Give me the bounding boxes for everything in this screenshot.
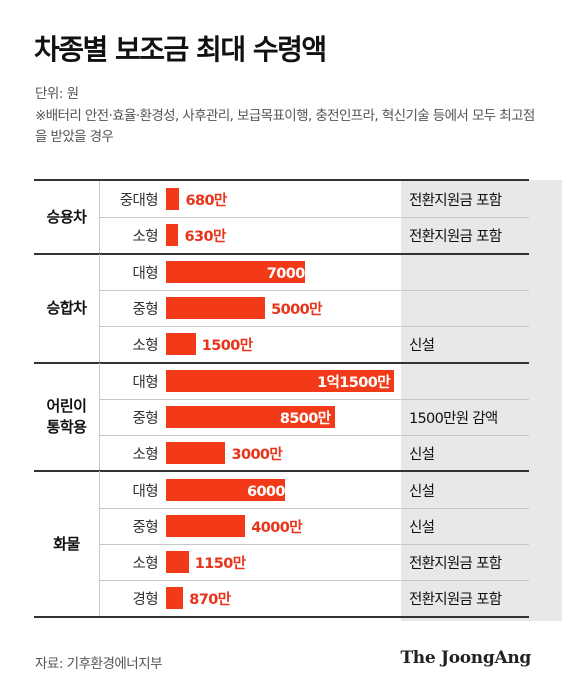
row-note: 1500만원 감액 — [409, 410, 498, 427]
row-divider — [99, 217, 529, 219]
publisher-logo: The JoongAng — [400, 648, 531, 668]
group-divider — [34, 470, 529, 473]
bar-value-label: 5000만 — [271, 302, 322, 319]
bar — [166, 369, 394, 392]
row-note: 전환지원금 포함 — [409, 556, 502, 573]
bar — [166, 224, 179, 247]
bar — [166, 587, 184, 610]
row-divider — [99, 507, 529, 509]
bar — [166, 478, 285, 501]
group-divider — [34, 361, 529, 364]
unit-label: 단위: 원 — [35, 86, 79, 102]
column-divider — [99, 362, 100, 472]
column-divider — [99, 181, 100, 254]
group-label: 화물 — [53, 535, 80, 553]
row-label: 중대형 — [119, 193, 159, 210]
bar-value-label: 3000만 — [231, 447, 283, 464]
bar-value-label: 7000만 — [266, 265, 318, 282]
bar-value-label: 4000만 — [251, 519, 302, 536]
row-note: 전환지원금 포함 — [409, 193, 502, 210]
footnote: ※배터리 안전·효율·환경성, 사후관리, 보급목표이행, 충전인프라, 혁신기… — [35, 108, 535, 145]
bar-value-label: 1억1500만 — [317, 374, 391, 391]
row-label: 대형 — [132, 483, 159, 500]
row-divider — [99, 580, 529, 582]
group-label: 승용차 — [46, 208, 87, 227]
row-label: 소형 — [132, 556, 159, 573]
row-divider — [99, 289, 529, 291]
bar — [166, 260, 305, 283]
bar-value-label: 870만 — [189, 592, 231, 609]
group-label: 승합차 — [46, 299, 87, 318]
row-note: 신설 — [409, 519, 435, 536]
column-divider — [99, 253, 100, 363]
row-label: 중형 — [132, 410, 159, 427]
row-note: 전환지원금 포함 — [409, 592, 502, 609]
row-note: 신설 — [409, 483, 435, 500]
row-note: 신설 — [409, 447, 435, 464]
row-divider — [99, 326, 529, 328]
bar-value-label: 6000만 — [246, 483, 298, 500]
row-label: 대형 — [132, 265, 159, 282]
bar-value-label: 1150만 — [194, 556, 246, 573]
bar-value-label: 1500만 — [201, 338, 253, 355]
bar-value-label: 680만 — [185, 193, 227, 210]
source-text: 자료: 기후환경에너지부 — [35, 656, 163, 672]
group-divider — [34, 615, 529, 618]
row-label: 대형 — [132, 374, 159, 391]
bar — [166, 333, 196, 356]
row-divider — [99, 544, 529, 545]
row-note: 전환지원금 포함 — [409, 229, 502, 246]
group-label: 어린이 통학용 — [46, 396, 87, 436]
row-label: 소형 — [132, 338, 159, 355]
group-divider — [34, 252, 529, 255]
bar-value-label: 630만 — [184, 229, 226, 246]
row-divider — [99, 435, 529, 437]
bar-value-label: 8500만 — [279, 410, 331, 427]
chart-title: 차종별 보조금 최대 수령액 — [34, 33, 327, 66]
bar — [166, 514, 246, 537]
bar — [166, 551, 189, 574]
bar — [166, 442, 226, 465]
bar — [166, 297, 266, 320]
bar — [166, 188, 180, 211]
column-divider — [99, 471, 100, 617]
row-label: 경형 — [132, 592, 159, 609]
row-label: 소형 — [132, 229, 159, 246]
group-divider — [34, 179, 529, 181]
row-label: 중형 — [132, 519, 159, 536]
row-label: 소형 — [132, 447, 159, 464]
row-divider — [99, 398, 529, 400]
row-label: 중형 — [132, 302, 159, 319]
bar — [166, 405, 335, 428]
row-note: 신설 — [409, 338, 435, 355]
